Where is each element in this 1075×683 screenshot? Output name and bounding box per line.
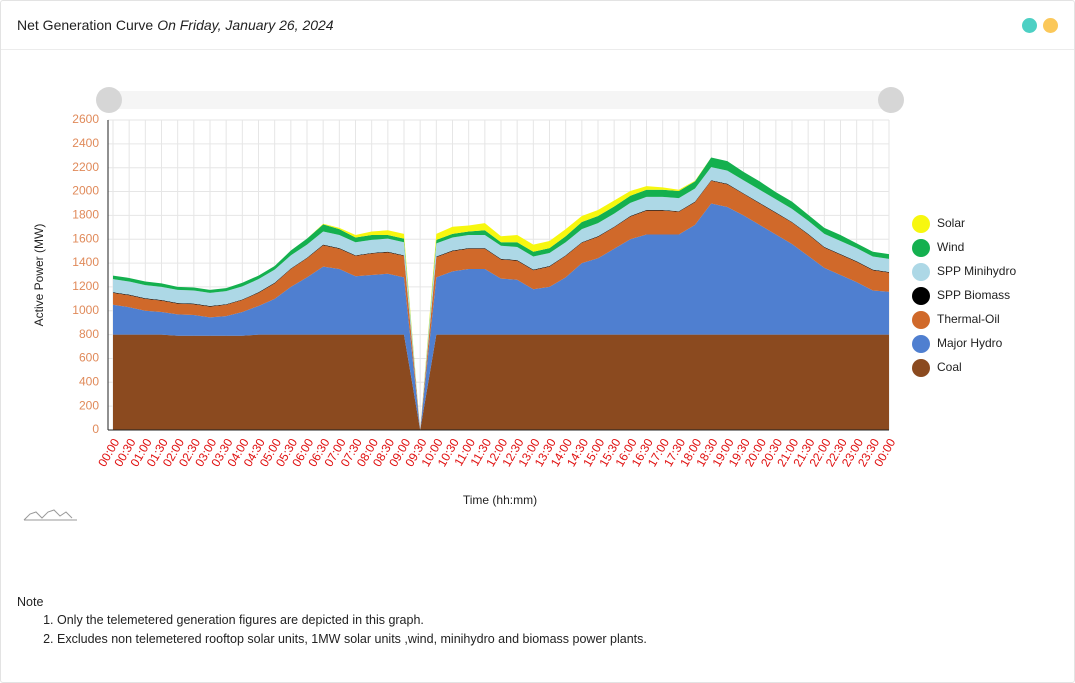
y-tick-label: 2200 (72, 160, 99, 174)
note-item: Only the telemetered generation figures … (57, 613, 647, 627)
legend-marker (912, 215, 930, 233)
thumbnail-icon (23, 509, 77, 521)
legend-label: Coal (937, 360, 962, 374)
legend-label: Thermal-Oil (937, 312, 1000, 326)
y-tick-label: 2000 (72, 184, 99, 198)
y-tick-label: 200 (79, 398, 99, 412)
y-tick-label: 600 (79, 351, 99, 365)
note-item: Excludes non telemetered rooftop solar u… (57, 632, 647, 646)
title: Net Generation Curve (17, 17, 154, 33)
control-dot[interactable] (1022, 18, 1037, 33)
note-title: Note (17, 595, 44, 609)
legend-marker (912, 359, 930, 377)
zoom-handle[interactable] (96, 87, 122, 113)
y-tick-label: 800 (79, 327, 99, 341)
y-tick-label: 2400 (72, 136, 99, 150)
zoom-handle[interactable] (878, 87, 904, 113)
y-tick-label: 1000 (72, 303, 99, 317)
area (113, 334, 889, 430)
legend-label: Wind (937, 240, 964, 254)
chart: Active Power (MW) Time (hh:mm) 0 200 400 60… (23, 87, 1016, 521)
y-tick-label: 2600 (72, 112, 99, 126)
note: Note Only the telemetered generation fig… (17, 595, 647, 651)
legend-label: SPP Biomass (937, 288, 1010, 302)
subtitle: On Friday, January 26, 2024 (157, 17, 334, 33)
y-tick-label: 1400 (72, 255, 99, 269)
legend-marker (912, 287, 930, 305)
legend-label: Solar (937, 216, 965, 230)
legend-marker (912, 311, 930, 329)
legend-marker (912, 239, 930, 257)
y-tick-label: 1600 (72, 231, 99, 245)
x-axis-title: Time (hh:mm) (463, 493, 537, 507)
control-dot[interactable] (1043, 18, 1058, 33)
zoom-track (108, 91, 891, 109)
window-controls (1022, 18, 1058, 33)
y-tick-label: 400 (79, 374, 99, 388)
y-tick-label: 1800 (72, 208, 99, 222)
legend-marker (912, 335, 930, 353)
y-tick-label: 0 (92, 422, 99, 436)
area (113, 203, 889, 430)
header: Net Generation Curve On Friday, January … (1, 1, 1074, 50)
y-axis-title: Active Power (MW) (32, 224, 46, 327)
note-list: Only the telemetered generation figures … (17, 613, 647, 646)
legend-label: SPP Minihydro (937, 264, 1016, 278)
legend-label: Major Hydro (937, 336, 1003, 350)
legend-marker (912, 263, 930, 281)
y-tick-label: 1200 (72, 279, 99, 293)
